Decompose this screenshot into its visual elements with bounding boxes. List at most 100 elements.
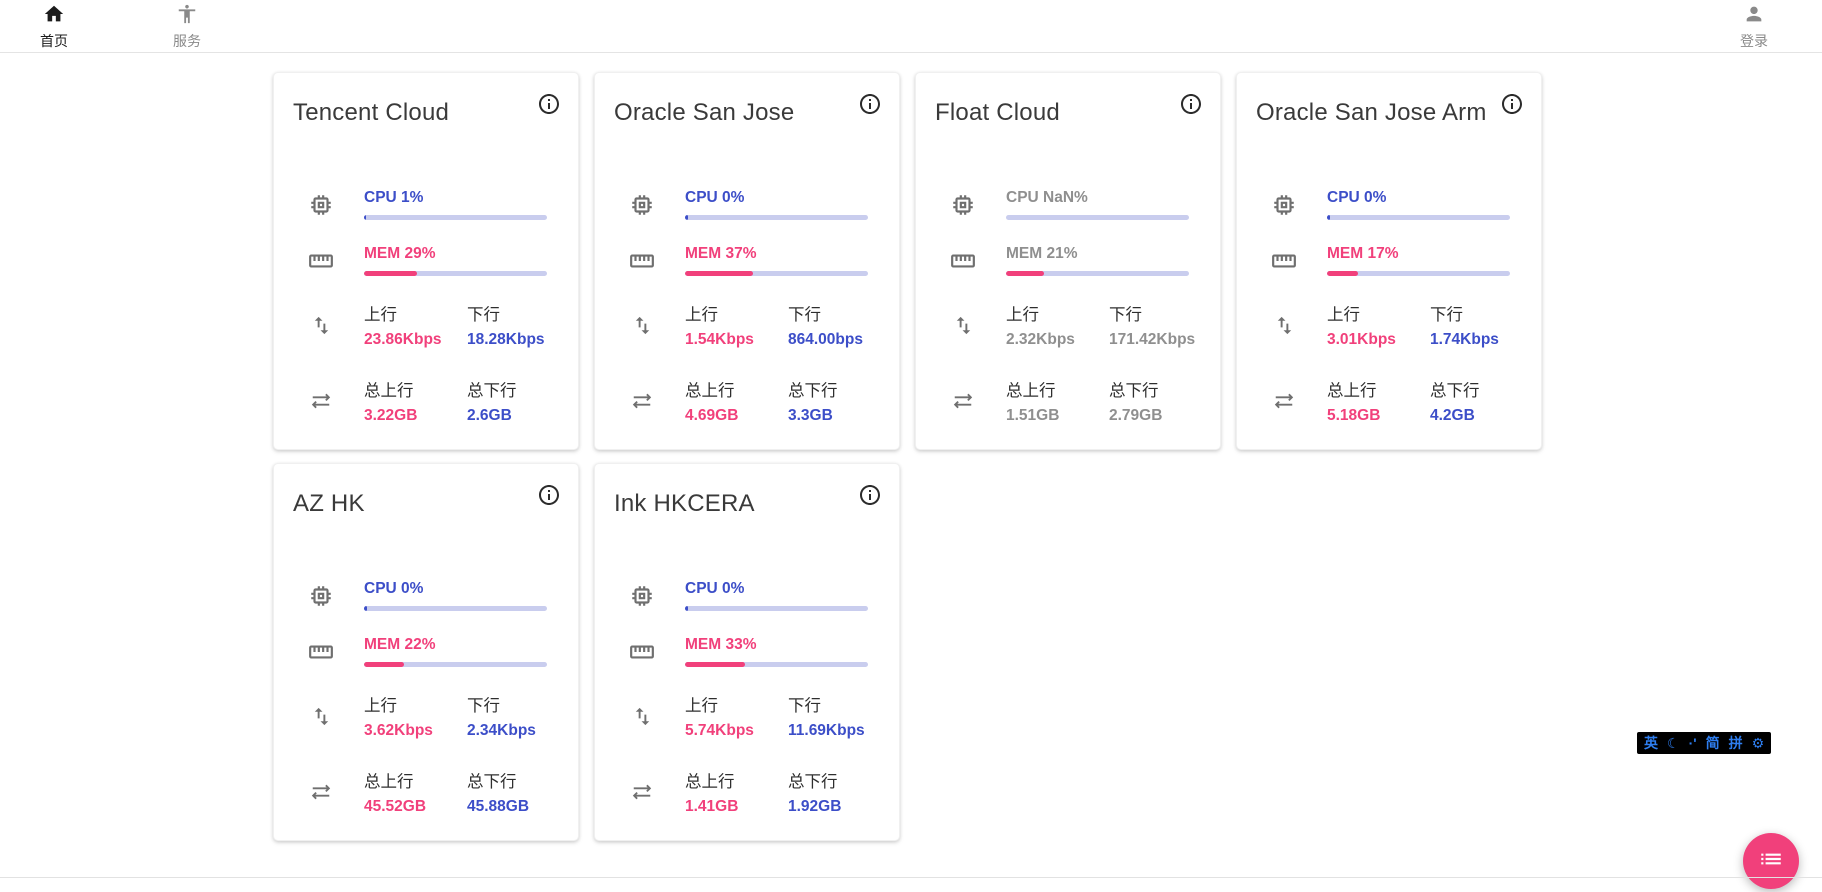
cpu-gauge: CPU 0%: [1327, 189, 1510, 220]
ime-dark-mode[interactable]: ☾: [1667, 735, 1680, 751]
mem-row: MEM 22%: [308, 636, 578, 667]
traffic-total-row: 总上行 4.69GB 总下行 3.3GB: [629, 377, 899, 425]
info-icon[interactable]: [537, 483, 561, 507]
cpu-gauge: CPU 0%: [364, 580, 547, 611]
mem-row: MEM 17%: [1271, 245, 1541, 276]
server-card: Oracle San Jose CPU 0% MEM 37%: [594, 72, 900, 450]
down-value: 1.74Kbps: [1430, 331, 1499, 348]
card-header: Oracle San Jose: [595, 73, 899, 127]
mem-bar-fill: [364, 662, 405, 667]
ime-settings[interactable]: ⚙: [1751, 735, 1765, 751]
mem-bar: [1327, 271, 1510, 276]
traffic-rate-row: 上行 23.86Kbps 下行 18.28Kbps: [308, 301, 578, 349]
mem-ruler-icon: [308, 639, 334, 665]
cpu-bar-fill: [364, 215, 366, 220]
mem-usage: MEM 17%: [1327, 245, 1399, 262]
mem-bar-fill: [685, 271, 753, 276]
updown-arrows-icon: [629, 312, 655, 338]
cpu-bar: [364, 215, 547, 220]
total-upload-cell: 总上行 1.51GB: [1006, 377, 1109, 425]
down-label: 下行: [788, 697, 821, 715]
server-card: Oracle San Jose Arm CPU 0% MEM 17%: [1236, 72, 1542, 450]
server-card: Tencent Cloud CPU 1% MEM 29%: [273, 72, 579, 450]
top-nav: 首页 服务 登录: [0, 0, 1822, 53]
cpu-usage: CPU 0%: [364, 580, 424, 597]
download-rate-cell: 下行 1.74Kbps: [1430, 301, 1533, 349]
nav-item-home[interactable]: 首页: [24, 3, 84, 51]
traffic-total-row: 总上行 5.18GB 总下行 4.2GB: [1271, 377, 1541, 425]
total-upload-cell: 总上行 45.52GB: [364, 768, 467, 816]
total-up-label: 总上行: [1006, 382, 1056, 400]
cpu-bar-fill: [685, 215, 688, 220]
swap-horizontal-icon: [308, 779, 334, 805]
cpu-chip-icon: [629, 192, 655, 218]
ime-english[interactable]: 英: [1644, 735, 1658, 751]
mem-usage: MEM 33%: [685, 636, 757, 653]
cpu-bar: [1327, 215, 1510, 220]
cpu-chip-icon: [308, 192, 334, 218]
cpu-usage: CPU 0%: [685, 189, 745, 206]
updown-arrows-icon: [950, 312, 976, 338]
down-value: 18.28Kbps: [467, 331, 545, 348]
mem-usage: MEM 21%: [1006, 245, 1078, 262]
up-value: 1.54Kbps: [685, 331, 754, 348]
ime-pinyin[interactable]: 拼: [1728, 735, 1743, 751]
cpu-row: CPU 0%: [1271, 189, 1541, 220]
mem-gauge: MEM 22%: [364, 636, 547, 667]
cpu-row: CPU 0%: [629, 580, 899, 611]
total-down-label: 总下行: [467, 773, 517, 791]
server-list-fab[interactable]: [1743, 833, 1799, 889]
server-name: AZ HK: [293, 490, 365, 517]
ime-punctuation[interactable]: ·': [1688, 735, 1697, 751]
download-rate-cell: 下行 2.34Kbps: [467, 692, 570, 740]
nav-services-label: 服务: [173, 33, 201, 49]
home-icon: [43, 3, 65, 30]
info-icon[interactable]: [537, 92, 561, 116]
nav-item-login[interactable]: 登录: [1724, 3, 1784, 51]
traffic-rate-row: 上行 3.62Kbps 下行 2.34Kbps: [308, 692, 578, 740]
mem-bar: [364, 271, 547, 276]
upload-rate-cell: 上行 3.62Kbps: [364, 692, 467, 740]
server-card: AZ HK CPU 0% MEM 22%: [273, 463, 579, 841]
cpu-usage: CPU 0%: [1327, 189, 1387, 206]
mem-bar: [1006, 271, 1189, 276]
total-upload-cell: 总上行 4.69GB: [685, 377, 788, 425]
up-label: 上行: [364, 306, 397, 324]
total-up-value: 1.51GB: [1006, 407, 1060, 424]
upload-rate-cell: 上行 2.32Kbps: [1006, 301, 1109, 349]
mem-ruler-icon: [629, 248, 655, 274]
nav-login-label: 登录: [1740, 33, 1768, 49]
nav-home-label: 首页: [40, 33, 68, 49]
cpu-bar-fill: [364, 606, 367, 611]
traffic-total-row: 总上行 1.41GB 总下行 1.92GB: [629, 768, 899, 816]
cpu-bar: [685, 215, 868, 220]
info-icon[interactable]: [858, 92, 882, 116]
mem-gauge: MEM 17%: [1327, 245, 1510, 276]
mem-ruler-icon: [308, 248, 334, 274]
down-label: 下行: [467, 697, 500, 715]
cpu-row: CPU 0%: [629, 189, 899, 220]
ime-simplified[interactable]: 简: [1705, 735, 1720, 751]
info-icon[interactable]: [1179, 92, 1203, 116]
download-rate-cell: 下行 171.42Kbps: [1109, 301, 1212, 349]
total-up-label: 总上行: [1327, 382, 1377, 400]
card-header: Tencent Cloud: [274, 73, 578, 127]
down-label: 下行: [788, 306, 821, 324]
nav-item-services[interactable]: 服务: [157, 3, 217, 51]
total-up-value: 1.41GB: [685, 798, 739, 815]
info-icon[interactable]: [858, 483, 882, 507]
total-down-label: 总下行: [788, 773, 838, 791]
cpu-usage: CPU NaN%: [1006, 189, 1088, 206]
total-upload-cell: 总上行 3.22GB: [364, 377, 467, 425]
total-download-cell: 总下行 4.2GB: [1430, 377, 1533, 425]
rate-pair: 上行 2.32Kbps 下行 171.42Kbps: [1006, 301, 1212, 349]
info-icon[interactable]: [1500, 92, 1524, 116]
card-header: AZ HK: [274, 464, 578, 518]
total-up-label: 总上行: [364, 382, 414, 400]
swap-horizontal-icon: [1271, 388, 1297, 414]
down-label: 下行: [1109, 306, 1142, 324]
swap-horizontal-icon: [629, 779, 655, 805]
server-stats: CPU 0% MEM 37% 上行: [595, 127, 899, 425]
upload-rate-cell: 上行 1.54Kbps: [685, 301, 788, 349]
cpu-bar: [1006, 215, 1189, 220]
